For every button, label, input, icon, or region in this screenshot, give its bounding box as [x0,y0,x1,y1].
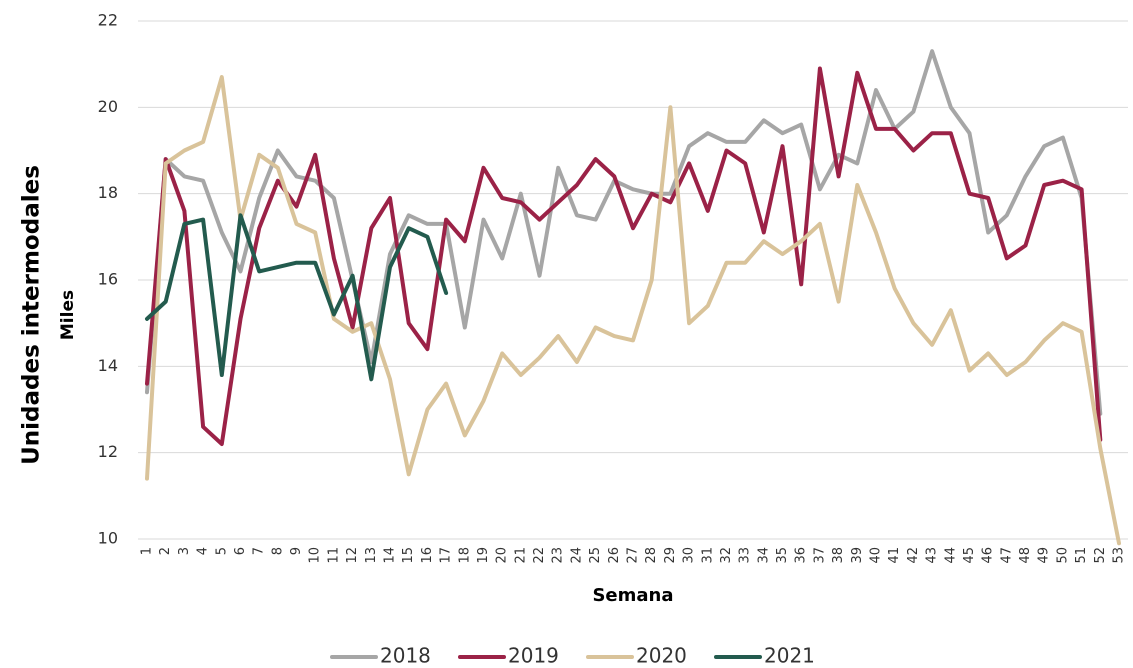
x-tick-label: 41 [887,547,902,564]
x-tick-label: 43 [925,547,940,564]
x-tick-label: 20 [495,547,510,564]
legend-label: 2021 [764,644,815,668]
x-tick-label: 37 [812,547,827,564]
x-tick-label: 40 [869,547,884,564]
series-line [145,49,1103,416]
x-tick-label: 45 [962,547,977,564]
x-tick-label: 30 [682,547,697,564]
y-tick-label: 18 [98,183,118,202]
y-axis-title: Unidades intermodales [19,165,45,465]
x-tick-label: 16 [420,547,435,564]
y-tick-label: 22 [98,11,118,30]
series-line [145,75,1121,546]
x-tick-label: 49 [1037,547,1052,564]
x-tick-label: 17 [439,547,454,564]
x-tick-label: 3 [177,547,192,555]
x-tick-label: 22 [532,547,547,564]
x-tick-label: 47 [999,547,1014,564]
y-axis-unit: Miles [58,290,78,340]
legend-label: 2020 [636,644,687,668]
x-tick-label: 23 [551,547,566,564]
x-tick-label: 9 [289,547,304,555]
legend-label: 2018 [380,644,431,668]
x-tick-label: 26 [607,547,622,564]
x-tick-label: 6 [233,547,248,555]
x-tick-label: 7 [252,547,267,555]
y-tick-label: 20 [98,97,118,116]
y-tick-label: 14 [98,356,118,375]
y-tick-label: 16 [98,270,118,289]
x-axis-title: Semana [592,585,673,606]
x-tick-label: 5 [214,547,229,555]
x-tick-label: 19 [476,547,491,564]
x-tick-label: 13 [364,547,379,564]
x-tick-label: 8 [270,547,285,555]
y-tick-label: 10 [98,529,118,548]
x-tick-label: 31 [700,547,715,564]
x-tick-label: 42 [906,547,921,564]
x-tick-label: 15 [401,547,416,564]
x-tick-label: 2 [158,547,173,555]
x-tick-label: 24 [569,547,584,564]
x-tick-label: 38 [831,547,846,564]
x-tick-label: 32 [719,547,734,564]
x-tick-label: 39 [850,547,865,564]
x-tick-label: 46 [981,547,996,564]
x-tick-label: 12 [345,547,360,564]
series-line [145,66,1103,446]
x-tick-label: 33 [738,547,753,564]
series-line [145,213,449,382]
x-tick-label: 4 [196,547,211,555]
x-tick-label: 44 [943,547,958,564]
x-tick-label: 21 [513,547,528,564]
legend-label: 2019 [508,644,559,668]
x-tick-label: 53 [1112,547,1127,564]
x-tick-label: 14 [383,547,398,564]
x-tick-label: 18 [457,547,472,564]
x-tick-label: 35 [775,547,790,564]
x-tick-label: 48 [1018,547,1033,564]
x-tick-label: 29 [663,547,678,564]
x-tick-label: 28 [644,547,659,564]
x-tick-label: 27 [626,547,641,564]
x-tick-label: 1 [140,547,155,555]
x-tick-label: 50 [1055,547,1070,564]
x-tick-label: 25 [588,547,603,564]
x-tick-label: 36 [794,547,809,564]
x-tick-label: 10 [308,547,323,564]
x-tick-label: 51 [1074,547,1089,564]
x-tick-label: 52 [1093,547,1108,564]
y-tick-label: 12 [98,442,118,461]
x-tick-label: 11 [326,547,341,564]
x-tick-label: 34 [756,547,771,564]
